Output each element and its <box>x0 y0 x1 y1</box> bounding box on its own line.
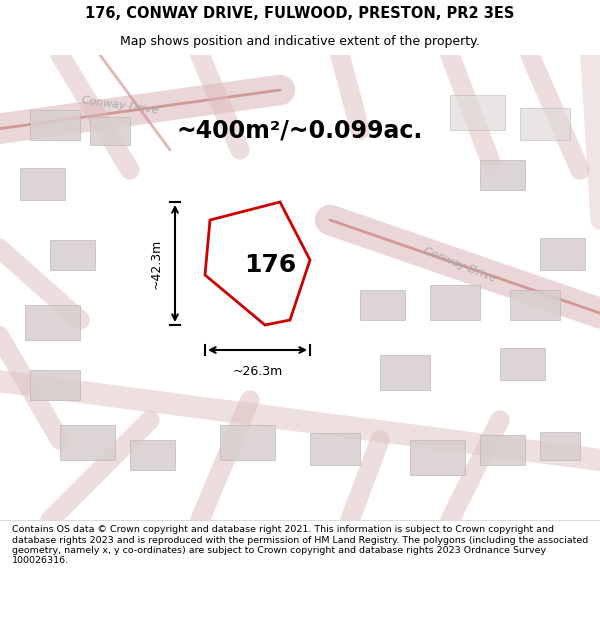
Bar <box>450 95 505 130</box>
Text: ~400m²/~0.099ac.: ~400m²/~0.099ac. <box>177 118 423 142</box>
Text: ~42.3m: ~42.3m <box>150 238 163 289</box>
Text: Conway Drive: Conway Drive <box>422 246 498 284</box>
Bar <box>310 433 360 465</box>
Bar <box>480 160 525 190</box>
Bar <box>380 355 430 390</box>
Bar <box>130 440 175 470</box>
Text: 176: 176 <box>244 253 296 277</box>
Bar <box>50 240 95 270</box>
Bar <box>510 290 560 320</box>
Bar <box>430 285 480 320</box>
Bar <box>410 440 465 475</box>
Bar <box>540 238 585 270</box>
Bar <box>30 370 80 400</box>
Text: 176, CONWAY DRIVE, FULWOOD, PRESTON, PR2 3ES: 176, CONWAY DRIVE, FULWOOD, PRESTON, PR2… <box>85 6 515 21</box>
Bar <box>360 290 405 320</box>
Bar <box>30 110 80 140</box>
Bar <box>60 425 115 460</box>
Bar <box>220 425 275 460</box>
Text: Contains OS data © Crown copyright and database right 2021. This information is : Contains OS data © Crown copyright and d… <box>12 525 588 566</box>
Text: Conway Drive: Conway Drive <box>81 94 159 116</box>
Bar <box>480 435 525 465</box>
Bar <box>520 108 570 140</box>
Text: ~26.3m: ~26.3m <box>232 365 283 378</box>
Polygon shape <box>205 202 310 325</box>
Bar <box>540 432 580 460</box>
Bar <box>90 117 130 145</box>
Bar <box>20 168 65 200</box>
Bar <box>500 348 545 380</box>
Text: Map shows position and indicative extent of the property.: Map shows position and indicative extent… <box>120 35 480 48</box>
Bar <box>25 305 80 340</box>
